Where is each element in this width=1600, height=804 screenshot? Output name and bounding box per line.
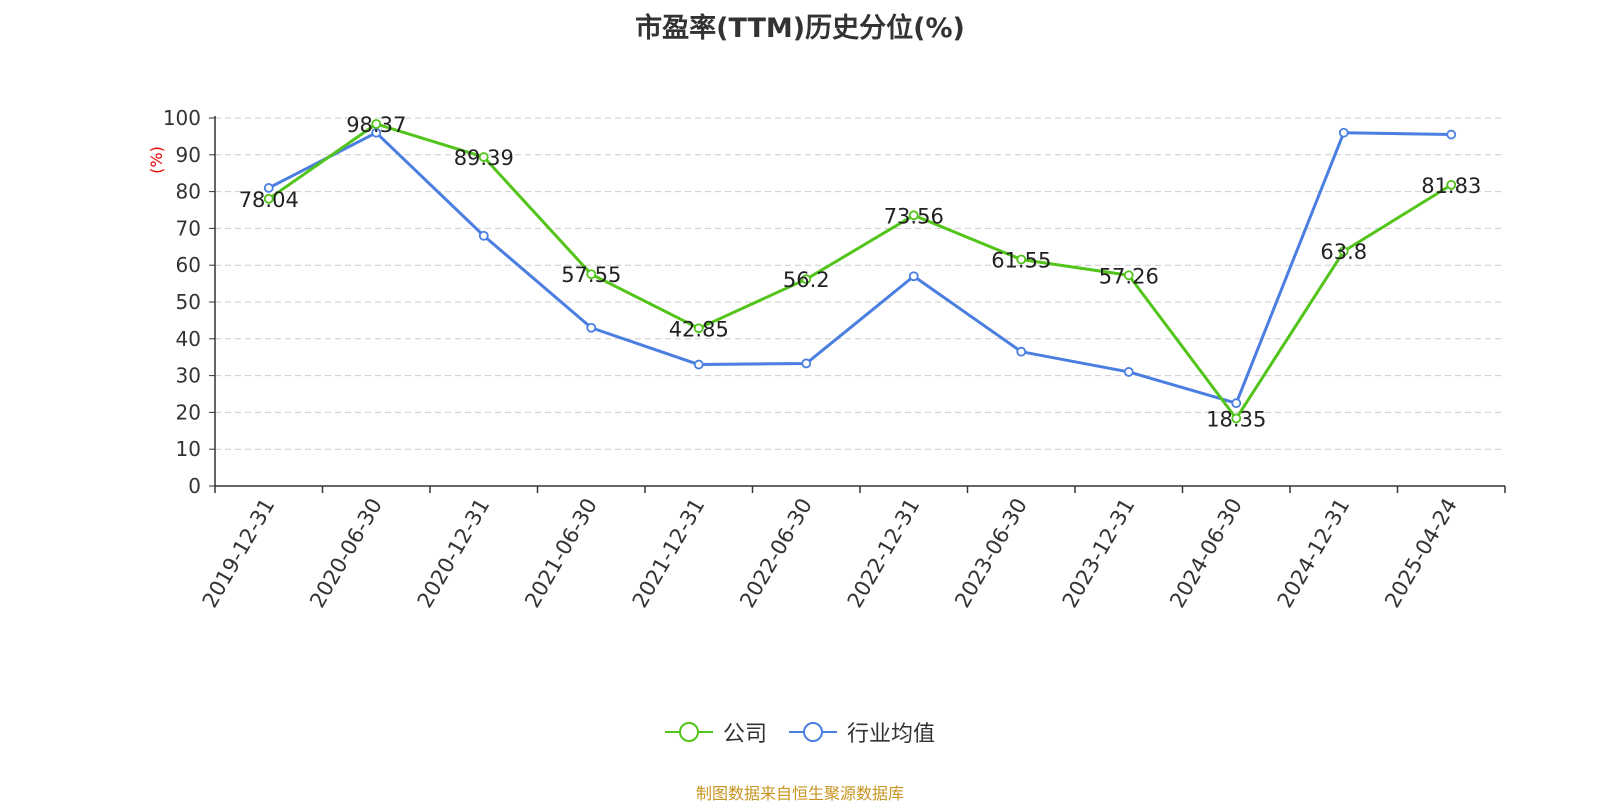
x-tick-label: 2021-06-30 [520, 494, 602, 612]
line-chart: 0 10 20 30 40 50 60 70 80 90 100 2019-12-31 2020-06-… [163, 106, 1506, 612]
data-point-company [1446, 179, 1457, 190]
data-point-company [478, 152, 489, 162]
data-point-industry [586, 322, 597, 333]
data-label: 42.85 [669, 317, 729, 341]
data-point-industry [801, 358, 812, 369]
data-point-industry [263, 183, 274, 193]
y-tick-label: 70 [176, 216, 201, 240]
x-tick-label: 2022-06-30 [735, 494, 817, 612]
y-tick-label: 30 [176, 364, 201, 388]
y-tick-label: 50 [176, 290, 201, 314]
data-point-industry [1446, 129, 1457, 140]
legend: 公司 行业均值 [0, 716, 1600, 748]
data-point-industry [693, 359, 704, 370]
chart-title: 市盈率(TTM)历史分位(%) [635, 13, 965, 44]
x-tick-label: 2020-12-31 [413, 494, 495, 612]
x-tick-label: 2020-06-30 [305, 494, 387, 612]
data-point-company [1016, 254, 1027, 265]
data-label: 61.55 [991, 248, 1051, 272]
data-label: 73.56 [884, 204, 944, 228]
y-tick-label: 90 [176, 143, 201, 167]
data-point-industry [908, 271, 919, 282]
data-point-industry [1016, 346, 1027, 357]
data-label: 57.26 [1099, 264, 1159, 288]
data-label: 18.35 [1206, 407, 1266, 431]
x-tick-label: 2022-12-31 [843, 494, 925, 612]
y-tick-label: 80 [176, 180, 201, 204]
data-point-industry [1338, 127, 1349, 138]
data-point-company [693, 323, 704, 334]
y-tick-label: 10 [176, 437, 201, 461]
x-tick-label: 2023-12-31 [1058, 494, 1140, 612]
series-line-industry [268, 131, 1452, 405]
legend-label-company: 公司 [722, 722, 767, 747]
legend-label-industry: 行业均值 [847, 722, 936, 747]
data-point-company [263, 193, 274, 204]
legend-industry-marker [789, 722, 837, 742]
data-point-company [908, 210, 919, 221]
y-tick-label: 100 [163, 106, 201, 130]
data-point-industry [1231, 398, 1242, 409]
y-tick-label: 60 [176, 253, 201, 277]
data-point-company [1123, 270, 1134, 281]
legend-company-marker [664, 722, 713, 742]
data-point-industry [478, 230, 489, 241]
y-tick-label: 0 [188, 474, 201, 498]
x-tick-label: 2019-12-31 [198, 494, 280, 612]
data-label: 98.37 [346, 113, 406, 137]
x-tick-label: 2023-06-30 [950, 494, 1032, 612]
data-point-industry [1123, 367, 1134, 377]
data-label: 89.39 [454, 146, 514, 170]
data-point-company [1231, 413, 1242, 424]
data-label: 63.8 [1320, 240, 1367, 264]
x-tick-label: 2025-04-24 [1380, 494, 1462, 612]
data-label: 57.55 [561, 263, 621, 287]
data-point-company [801, 274, 812, 285]
data-label: 78.04 [239, 188, 299, 212]
data-label: 81.83 [1421, 174, 1481, 198]
data-label: 56.2 [783, 268, 830, 292]
series-line-company [267, 122, 1453, 420]
y-tick-label: 40 [176, 327, 201, 351]
y-tick-label: 20 [176, 400, 201, 424]
x-tick-label: 2024-06-30 [1165, 494, 1247, 612]
data-point-company [1338, 246, 1349, 257]
legend-item-company[interactable]: 公司 [664, 716, 767, 748]
x-tick-label: 2024-12-31 [1273, 494, 1355, 612]
data-source-note: 制图数据来自恒生聚源数据库 [695, 784, 904, 803]
data-point-company [586, 269, 597, 280]
data-point-company [371, 119, 382, 129]
legend-item-industry[interactable]: 行业均值 [789, 716, 935, 748]
x-tick-label: 2021-12-31 [628, 494, 710, 612]
